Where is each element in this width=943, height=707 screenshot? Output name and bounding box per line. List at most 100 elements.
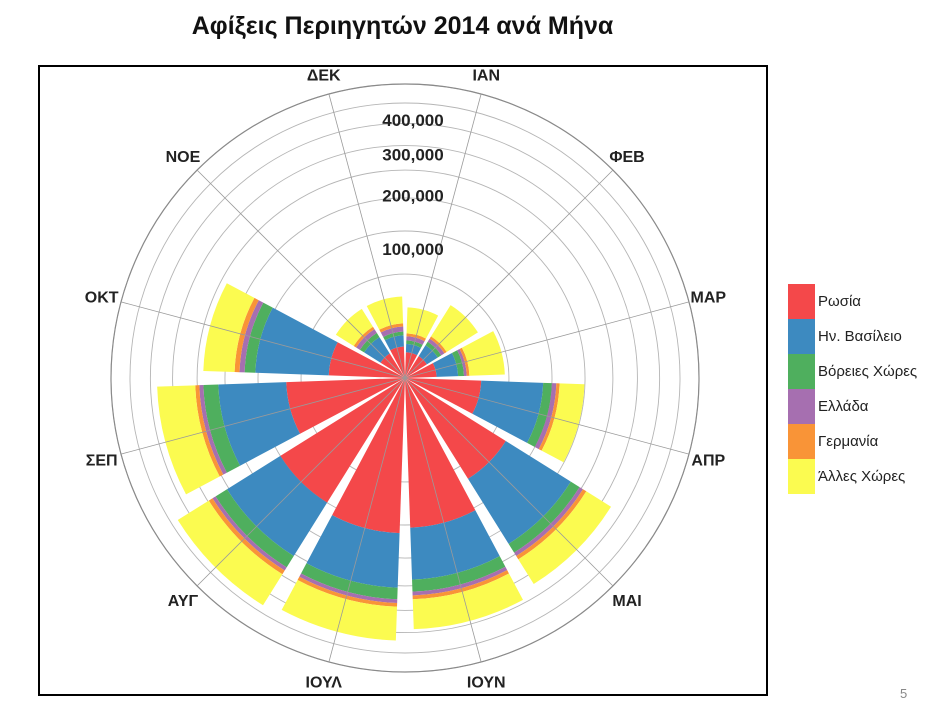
radial-tick-label: 300,000 — [382, 146, 443, 165]
month-label: ΣΕΠ — [86, 452, 118, 469]
legend-label: Ην. Βασίλειο — [818, 328, 902, 345]
spoke-line — [328, 377, 406, 663]
spokes-layer — [120, 93, 690, 663]
bar-segment-ΑΥΓ-4 — [208, 498, 285, 575]
month-label: ΙΟΥΝ — [467, 674, 506, 691]
bar-segment-ΣΕΠ-4 — [195, 385, 224, 477]
legend-item: Βόρειες Χώρες — [788, 354, 943, 389]
bar-segment-ΣΕΠ-1 — [218, 382, 301, 466]
month-label: ΜΑΙ — [612, 593, 641, 610]
bar-segment-ΑΥΓ-3 — [212, 496, 287, 571]
spoke-line — [404, 377, 614, 587]
legend-swatch — [788, 319, 815, 354]
grid-ring — [149, 122, 661, 634]
bar-segment-ΟΚΤ-4 — [234, 297, 259, 373]
spoke-line — [404, 169, 614, 379]
bar-segment-ΑΠΡ-5 — [541, 383, 585, 463]
chart-panel: ΙΑΝ ΦΕΒ ΜΑΡ ΑΠΡ ΜΑΙ ΙΟΥΝ ΙΟΥΛ ΑΥΓ ΣΕΠ ΟΚΤ ΝΟΕ ΔΕΚ 10… — [38, 65, 768, 696]
grid-layer — [110, 83, 700, 673]
spoke-line — [120, 301, 406, 379]
month-label: ΑΥΓ — [168, 593, 199, 610]
legend-item: Άλλες Χώρες — [788, 459, 943, 494]
grid-ring — [257, 230, 553, 526]
spoke-line — [120, 377, 406, 455]
spoke-line — [328, 93, 406, 379]
spoke-line — [196, 377, 406, 587]
legend-label: Άλλες Χώρες — [818, 468, 906, 485]
grid-ring — [300, 273, 510, 483]
bars-layer — [157, 283, 612, 641]
bar-segment-ΑΠΡ-4 — [538, 383, 560, 451]
bar-segment-ΔΕΚ-0 — [390, 346, 405, 378]
month-label: ΙΑΝ — [472, 68, 500, 85]
bar-segment-ΜΑΙ-4 — [516, 489, 587, 560]
bar-segment-ΙΟΥΝ-0 — [405, 378, 476, 528]
bar-segment-ΟΚΤ-3 — [239, 300, 264, 373]
grid-ring — [224, 197, 586, 559]
grid-ring — [129, 102, 681, 654]
bar-segment-ΙΟΥΝ-2 — [412, 556, 506, 592]
legend-swatch — [788, 459, 815, 494]
bar-segment-ΙΑΝ-1 — [405, 343, 422, 356]
bar-segment-ΜΑΙ-3 — [514, 487, 583, 556]
bar-segment-ΙΑΝ-5 — [406, 307, 439, 339]
bar-segment-ΟΚΤ-2 — [244, 302, 273, 373]
page-number: 5 — [900, 686, 908, 701]
bar-segment-ΜΑΡ-4 — [459, 347, 470, 376]
bar-segment-ΟΚΤ-5 — [203, 283, 255, 373]
month-label: ΜΑΡ — [691, 290, 727, 307]
bar-segment-ΔΕΚ-5 — [366, 296, 404, 330]
spoke-line — [404, 377, 690, 455]
spoke-line — [404, 377, 482, 663]
bar-segment-ΙΑΝ-0 — [405, 352, 418, 378]
bar-segment-ΙΟΥΛ-1 — [306, 515, 400, 588]
bar-segment-ΙΟΥΛ-2 — [301, 563, 398, 600]
bar-segment-ΣΕΠ-3 — [199, 385, 227, 475]
bar-segment-ΣΕΠ-0 — [286, 378, 405, 434]
legend-swatch — [788, 389, 815, 424]
bar-segment-ΙΟΥΛ-0 — [332, 378, 405, 534]
bar-segment-ΜΑΡ-5 — [461, 331, 505, 376]
legend-label: Γερμανία — [818, 433, 879, 450]
bar-segment-ΙΟΥΛ-4 — [297, 576, 398, 607]
radial-tick-label: 200,000 — [382, 187, 443, 206]
month-label: ΝΟΕ — [166, 149, 201, 166]
month-label: ΦΕΒ — [609, 149, 644, 166]
spoke-line — [404, 93, 482, 379]
labels-layer: ΙΑΝ ΦΕΒ ΜΑΡ ΑΠΡ ΜΑΙ ΙΟΥΝ ΙΟΥΛ ΑΥΓ ΣΕΠ ΟΚΤ ΝΟΕ ΔΕΚ 10… — [85, 68, 727, 692]
bar-segment-ΔΕΚ-1 — [384, 335, 404, 351]
grid-ring — [172, 145, 638, 611]
bar-segment-ΜΑΡ-1 — [432, 353, 459, 377]
bar-segment-ΟΚΤ-0 — [328, 342, 405, 378]
legend: Ρωσία Ην. Βασίλειο Βόρειες Χώρες Ελλάδα Γερμ… — [788, 284, 943, 494]
outer-ring — [110, 83, 700, 673]
bar-segment-ΑΠΡ-0 — [405, 378, 482, 414]
legend-swatch — [788, 284, 815, 319]
legend-item: Ρωσία — [788, 284, 943, 319]
bar-segment-ΙΟΥΝ-4 — [412, 570, 509, 600]
bar-segment-ΜΑΡ-0 — [405, 363, 437, 378]
bar-segment-ΜΑΡ-3 — [457, 348, 467, 376]
radial-tick-label: 400,000 — [382, 111, 443, 130]
legend-label: Ρωσία — [818, 293, 861, 310]
legend-item: Ην. Βασίλειο — [788, 319, 943, 354]
bar-segment-ΑΠΡ-1 — [472, 380, 544, 443]
grid-ring — [196, 169, 614, 587]
month-label: ΔΕΚ — [307, 68, 341, 85]
bar-segment-ΙΑΝ-3 — [406, 336, 425, 345]
legend-item: Γερμανία — [788, 424, 943, 459]
legend-swatch — [788, 354, 815, 389]
month-label: ΑΠΡ — [691, 452, 725, 469]
legend-label: Βόρειες Χώρες — [818, 363, 918, 380]
bar-segment-ΣΕΠ-5 — [157, 385, 220, 495]
month-label: ΟΚΤ — [85, 290, 119, 307]
polar-stacked-bar-chart: ΙΑΝ ΦΕΒ ΜΑΡ ΑΠΡ ΜΑΙ ΙΟΥΝ ΙΟΥΛ ΑΥΓ ΣΕΠ ΟΚΤ ΝΟΕ ΔΕΚ 10… — [85, 68, 727, 692]
bar-segment-ΑΠΡ-3 — [534, 383, 557, 450]
bar-segment-ΑΠΡ-2 — [527, 382, 552, 448]
bar-segment-ΜΑΡ-2 — [451, 350, 465, 377]
radial-tick-label: 100,000 — [382, 240, 443, 259]
bar-segment-ΙΟΥΝ-1 — [410, 510, 500, 580]
month-label: ΙΟΥΛ — [306, 674, 343, 691]
bar-segment-ΣΕΠ-2 — [203, 384, 241, 473]
bar-segment-ΙΟΥΝ-3 — [412, 566, 508, 596]
